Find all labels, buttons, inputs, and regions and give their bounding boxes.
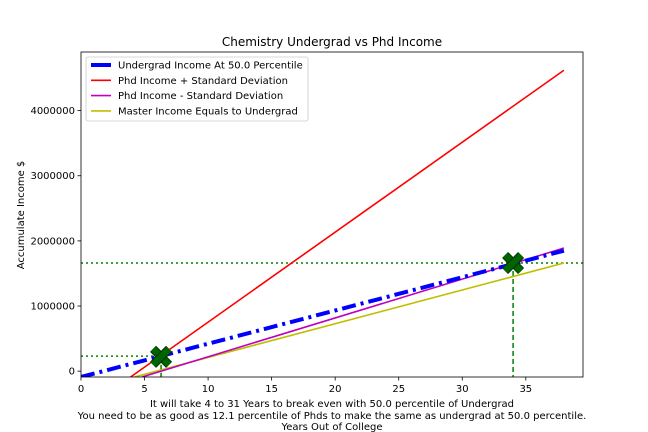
x-tick-label: 5 bbox=[141, 384, 147, 395]
legend-label-1: Undergrad Income At 50.0 Percentile bbox=[118, 61, 303, 72]
x-tick-label: 0 bbox=[78, 384, 84, 395]
y-tick-label: 4000000 bbox=[30, 106, 75, 117]
x-axis-label-line-2: You need to be as good as 12.1 percentil… bbox=[77, 411, 587, 422]
x-tick-label: 35 bbox=[519, 384, 532, 395]
y-axis-label: Accumulate Income $ bbox=[16, 161, 27, 270]
y-tick-label: 3000000 bbox=[30, 171, 75, 182]
legend-box bbox=[85, 56, 309, 122]
chart-title: Chemistry Undergrad vs Phd Income bbox=[222, 35, 442, 49]
plot-frame bbox=[80, 51, 584, 378]
x-tick-label: 15 bbox=[265, 384, 278, 395]
legend-label-3: Phd Income - Standard Deviation bbox=[118, 91, 283, 102]
series-line-2 bbox=[130, 69, 565, 377]
breakeven-marker-2 bbox=[502, 252, 525, 275]
x-tick-label: 10 bbox=[202, 384, 215, 395]
x-axis: 0 5 10 15 20 25 30 35 bbox=[78, 377, 532, 395]
legend-label-2: Phd Income + Standard Deviation bbox=[118, 76, 288, 87]
y-axis: 0 1000000 2000000 3000000 4000000 bbox=[30, 106, 81, 378]
breakeven-markers bbox=[150, 252, 525, 368]
x-axis-label-line-1: It will take 4 to 31 Years to break even… bbox=[150, 399, 514, 410]
breakeven-marker-1 bbox=[150, 345, 173, 368]
legend-label-4: Master Income Equals to Undergrad bbox=[118, 106, 298, 117]
y-tick-label: 2000000 bbox=[30, 236, 75, 247]
x-tick-label: 30 bbox=[456, 384, 469, 395]
y-tick-label: 1000000 bbox=[30, 302, 75, 313]
x-tick-label: 20 bbox=[329, 384, 342, 395]
x-axis-label-line-3: Years Out of College bbox=[281, 422, 383, 432]
x-tick-label: 25 bbox=[392, 384, 405, 395]
y-tick-label: 0 bbox=[69, 367, 75, 378]
legend: Undergrad Income At 50.0 Percentile Phd I… bbox=[85, 56, 309, 122]
